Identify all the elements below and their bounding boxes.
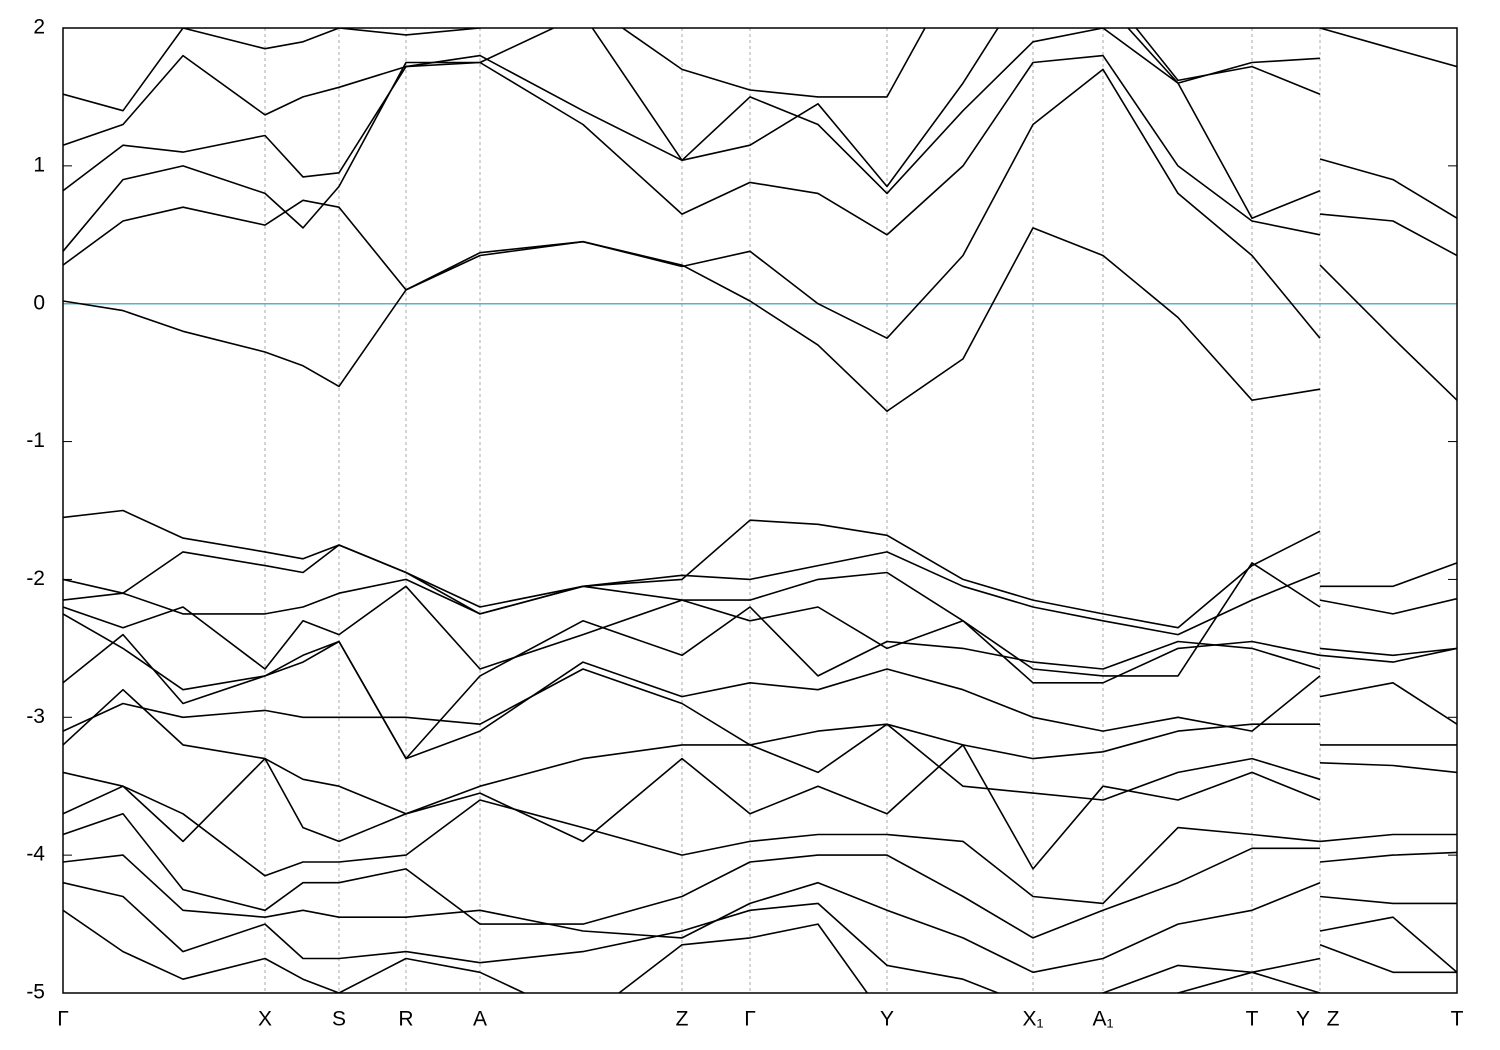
band xyxy=(63,881,1321,993)
band xyxy=(63,68,1457,339)
band xyxy=(63,509,1457,629)
y-tick-label: -2 xyxy=(26,567,45,590)
frame xyxy=(62,27,1458,994)
band xyxy=(63,544,1457,636)
band xyxy=(63,606,1457,760)
band xyxy=(63,227,1457,412)
x-tick-label: Y xyxy=(880,1008,894,1031)
x-tick-label: X xyxy=(258,1008,272,1031)
band xyxy=(63,633,1457,760)
x-tick-label: T xyxy=(1246,1008,1259,1031)
y-tick-label: -4 xyxy=(26,843,45,866)
y-tick-label: 0 xyxy=(33,291,45,314)
band xyxy=(63,785,1457,905)
y-tick-label: 1 xyxy=(33,153,45,176)
grid xyxy=(62,27,1458,994)
band xyxy=(63,28,1321,188)
x-tick-label: S xyxy=(332,1008,346,1031)
x-tick-label: X₁ xyxy=(1022,1008,1043,1031)
x-tick-label: Γ xyxy=(744,1008,756,1031)
band xyxy=(63,854,1457,974)
band xyxy=(63,668,1457,774)
band xyxy=(63,909,1321,993)
y-tick-label: -1 xyxy=(26,429,45,452)
band xyxy=(63,28,1321,112)
band xyxy=(63,585,1457,684)
band xyxy=(63,813,1457,973)
band xyxy=(63,54,1457,252)
x-tick-label: R xyxy=(398,1008,413,1031)
x-tick-label: Z xyxy=(676,1008,689,1031)
y-tick-label: 2 xyxy=(33,16,45,39)
y-tick-label: -3 xyxy=(26,705,45,728)
bands xyxy=(63,28,1457,993)
x-tick-label: Y xyxy=(1296,1008,1310,1031)
band xyxy=(63,28,1457,219)
x-tick-label: A₁ xyxy=(1092,1008,1113,1031)
x-tick-label: A xyxy=(473,1008,487,1031)
band xyxy=(63,744,1457,870)
x-tick-label: T xyxy=(1451,1008,1464,1031)
x-tick-label: Γ xyxy=(57,1008,69,1031)
x-tick-label: Z xyxy=(1327,1008,1340,1031)
y-tick-label: -5 xyxy=(26,981,45,1004)
